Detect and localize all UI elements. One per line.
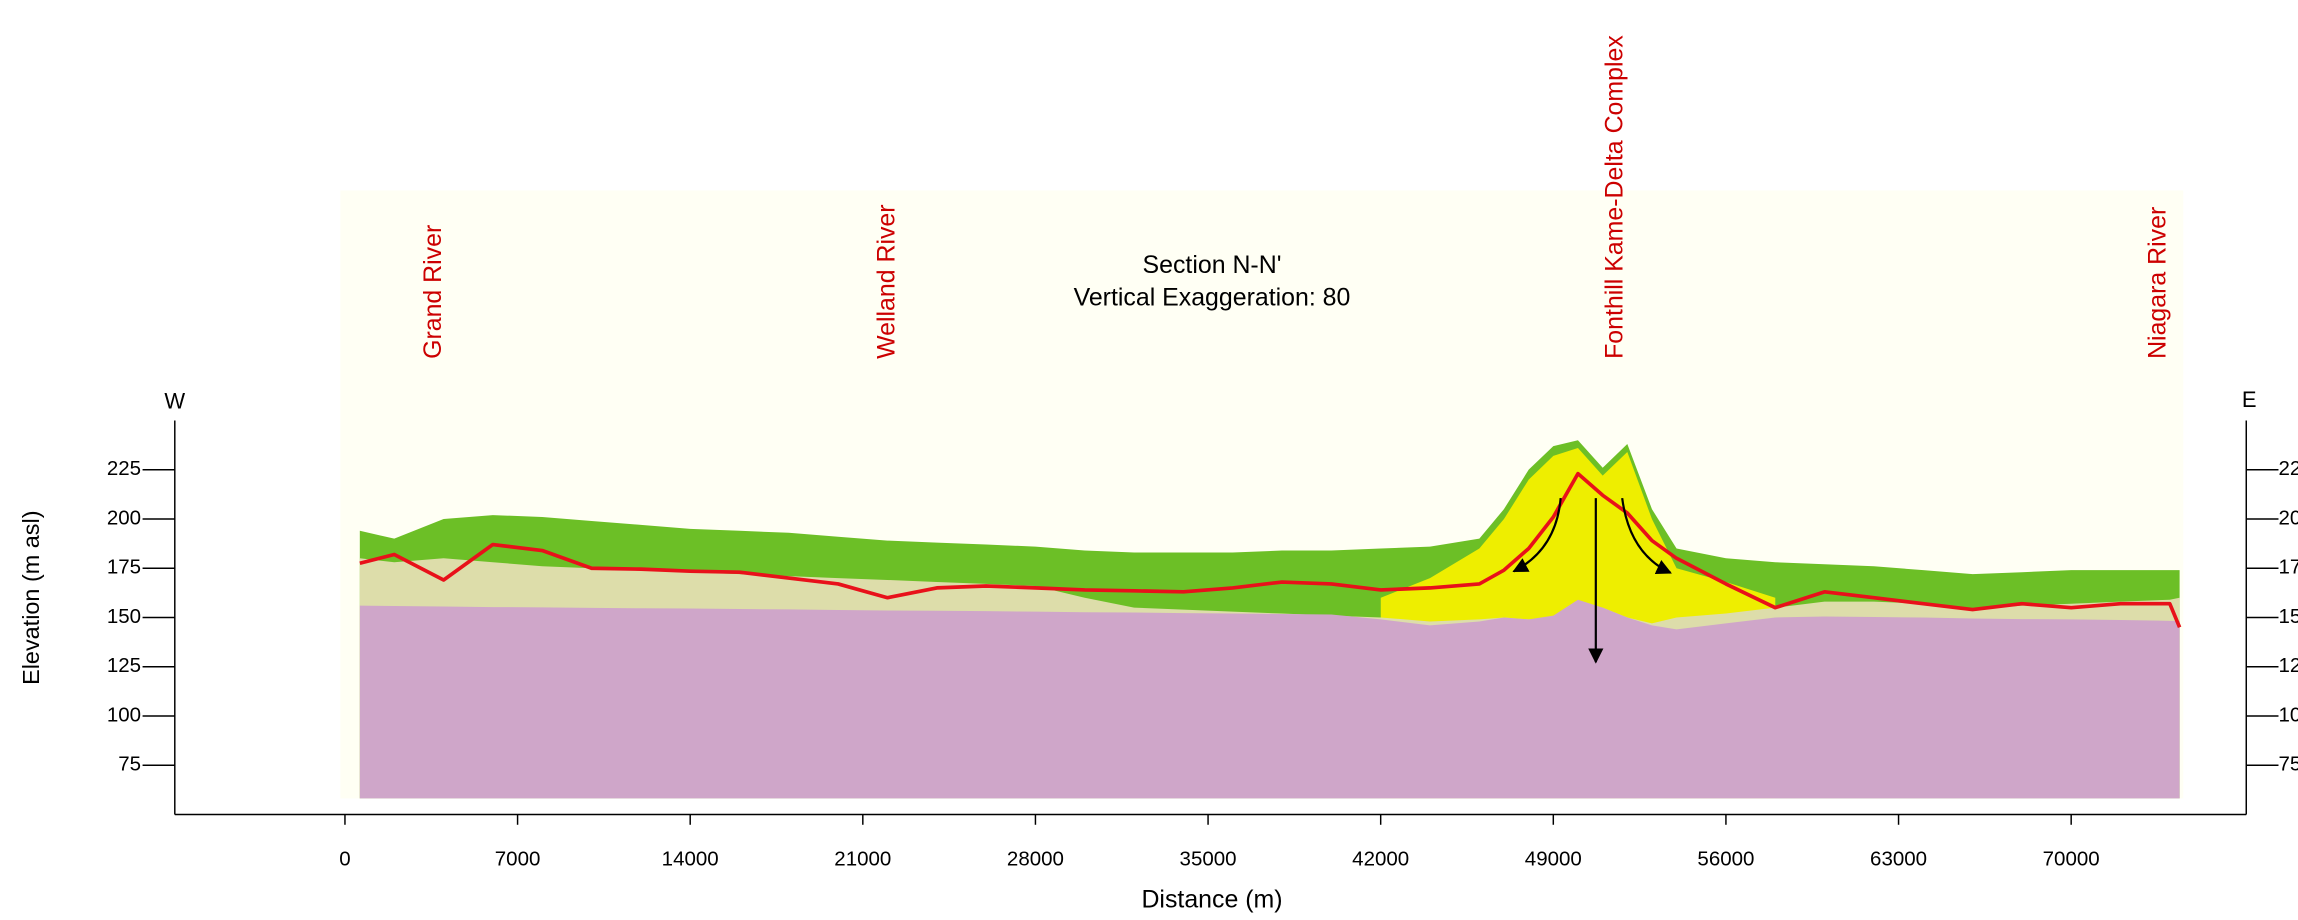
annotation: Fonthill Kame-Delta Complex [1600, 35, 1628, 359]
flow-arrows [1512, 497, 1672, 664]
y2-tick-label: 150 [2278, 605, 2298, 628]
y2-tick-label: 125 [2278, 654, 2298, 677]
annotation: Welland River [873, 204, 901, 358]
y2-tick-label: 175 [2278, 556, 2298, 579]
annotations: Grand River Welland River Fonthill Kame-De… [419, 35, 2172, 359]
x-tick-label: 70000 [2043, 847, 2100, 870]
x-tick-label: 14000 [662, 847, 719, 870]
y2-tick-label: 225 [2278, 457, 2298, 480]
x-tick-label: 21000 [834, 847, 891, 870]
x-tick-label: 56000 [1697, 847, 1754, 870]
chart-title: Section N-N' [1143, 251, 1282, 279]
east-label: E [2242, 387, 2257, 412]
y-tick-label: 150 [107, 605, 141, 628]
y2-tick-label: 75 [2278, 753, 2298, 776]
y2-tick-label: 100 [2278, 703, 2298, 726]
x-tick-label: 7000 [495, 847, 541, 870]
y-tick-label: 75 [118, 753, 141, 776]
flow-arrow [1512, 497, 1562, 573]
y-tick-label: 200 [107, 506, 141, 529]
y-tick-label: 175 [107, 556, 141, 579]
water-table [359, 471, 2182, 629]
y-tick-label: 125 [107, 654, 141, 677]
x-tick-label: 63000 [1870, 847, 1927, 870]
west-label: W [164, 389, 185, 414]
x-tick-label: 35000 [1180, 847, 1237, 870]
y-axis-label: Elevation (m asl) [18, 510, 44, 684]
y-tick-label: 100 [107, 703, 141, 726]
x-tick-label: 0 [339, 847, 350, 870]
y2-tick-label: 200 [2278, 506, 2298, 529]
x-tick-label: 42000 [1352, 847, 1409, 870]
ticks: 75 75 100 100 125 125 150 150 175 175 200 200 225 225… [107, 457, 2298, 870]
y-tick-label: 225 [107, 457, 141, 480]
water-table-line [359, 471, 2182, 629]
chart-subtitle: Vertical Exaggeration: 80 [1074, 283, 1351, 311]
x-axis-label: Distance (m) [1141, 886, 1282, 914]
flow-arrow [1621, 497, 1672, 574]
x-tick-label: 28000 [1007, 847, 1064, 870]
layer-area [359, 599, 2180, 799]
layers [359, 440, 2180, 799]
annotation: Niagara River [2143, 207, 2171, 359]
x-tick-label: 49000 [1525, 847, 1582, 870]
annotation: Grand River [419, 225, 447, 359]
